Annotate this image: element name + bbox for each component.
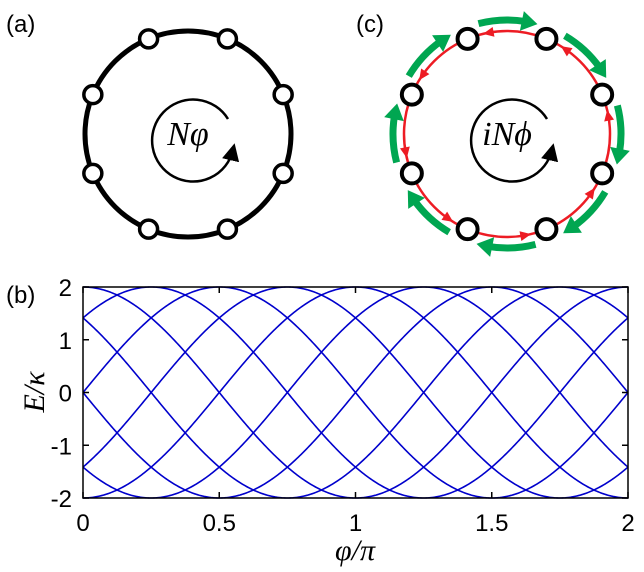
y-tick-label-0: -2 <box>51 486 72 513</box>
gain-arrow-1 <box>589 59 607 78</box>
loss-arrow-2 <box>604 109 615 122</box>
x-axis-label: φ/π <box>335 534 376 567</box>
y-tick-label-2: 0 <box>59 381 72 408</box>
loss-arrow-0 <box>482 26 495 37</box>
x-tick-label-0: 0 <box>76 510 89 537</box>
gain-arrow-2 <box>610 146 630 165</box>
flux-a-arrow <box>150 98 240 183</box>
flux-c-arrow <box>469 98 559 183</box>
loss-arrow-5 <box>441 211 454 222</box>
y-axis-label: E/κ <box>18 371 51 414</box>
ring-a-sites <box>82 28 294 240</box>
site-a-1 <box>216 28 239 50</box>
gain-arc-2 <box>613 104 625 154</box>
y-tick-label-1: -1 <box>51 433 72 460</box>
site-a-7 <box>82 83 104 106</box>
x-tick-label-1: 0.5 <box>203 510 236 537</box>
site-c-4 <box>534 217 559 242</box>
loss-arrow-4 <box>519 231 532 242</box>
y-tick-label-3: 1 <box>59 328 72 355</box>
gain-arc-4 <box>487 240 537 252</box>
x-tick-label-2: 1 <box>349 510 362 537</box>
panel-b-label: (b) <box>6 282 35 309</box>
loss-arrow-1 <box>560 46 573 57</box>
panel-c-ring-diagram: iNϕ <box>384 11 630 257</box>
band-lines <box>82 286 629 499</box>
flux-c-label: iNϕ <box>482 116 532 153</box>
panel-a-label: (a) <box>6 11 35 38</box>
loss-arrow-7 <box>419 68 430 81</box>
site-c-5 <box>455 217 480 242</box>
ring-c-sites <box>399 26 615 242</box>
gain-arc-0 <box>477 16 527 28</box>
panel-b-band-chart: 0 0.5 1 1.5 2 -2 -1 0 1 2 φ/π E/κ <box>18 275 635 567</box>
gain-arrow-0 <box>519 11 538 31</box>
gain-arrow-3 <box>563 216 582 234</box>
gain-arrow-5 <box>407 190 425 209</box>
site-c-0 <box>455 26 480 51</box>
ring-c-couplings <box>384 11 630 257</box>
flux-a-label: Nφ <box>166 116 209 153</box>
band-line-k6 <box>82 286 629 499</box>
site-c-7 <box>399 82 424 107</box>
site-c-6 <box>399 161 424 186</box>
panel-c-label: (c) <box>356 11 384 38</box>
x-tick-label-3: 1.5 <box>475 510 508 537</box>
site-c-3 <box>590 161 615 186</box>
gain-arrow-7 <box>432 34 451 52</box>
band-line-k7 <box>82 286 629 499</box>
band-line-k5 <box>82 286 629 499</box>
ring-a <box>82 28 294 240</box>
site-a-0 <box>137 28 160 50</box>
loss-arrow-6 <box>399 146 410 159</box>
x-tick-label-4: 2 <box>621 510 634 537</box>
gain-arc-6 <box>389 114 401 164</box>
site-a-6 <box>82 162 104 185</box>
site-a-3 <box>272 162 294 185</box>
site-a-2 <box>272 83 294 106</box>
site-c-2 <box>590 82 615 107</box>
y-axis-ticks: -2 -1 0 1 2 <box>51 275 628 513</box>
gain-arrow-6 <box>384 103 404 122</box>
site-a-5 <box>137 218 160 240</box>
site-c-1 <box>534 26 559 51</box>
gain-arrow-4 <box>476 237 495 257</box>
y-tick-label-4: 2 <box>59 275 72 302</box>
x-axis-ticks: 0 0.5 1 1.5 2 <box>76 287 635 537</box>
loss-ring <box>402 29 612 239</box>
panel-a-ring-diagram: Nφ <box>82 28 294 240</box>
site-a-4 <box>216 218 239 240</box>
loss-arrow-3 <box>584 187 595 200</box>
